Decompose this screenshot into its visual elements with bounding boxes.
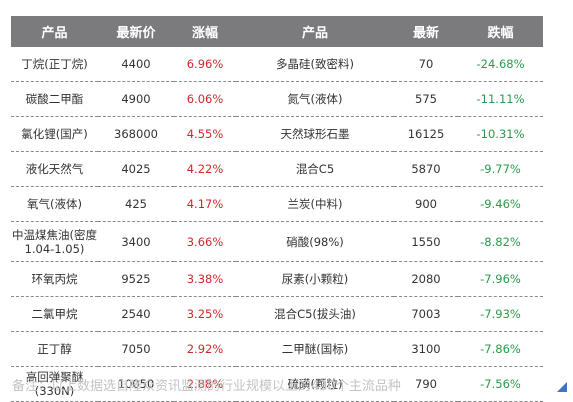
header-latest-price: 最新价	[98, 16, 174, 47]
fall-product-name: 硝酸(98%)	[236, 221, 394, 262]
rise-percent: 4.55%	[174, 116, 236, 152]
header-product-fall: 产品	[236, 16, 394, 47]
table-row: 丁烷(正丁烷) 4400 6.96% 多晶硅(致密料) 70 -24.68%	[11, 47, 543, 82]
rise-product-name: 碳酸二甲酯	[11, 81, 98, 117]
rise-percent: 3.66%	[174, 221, 236, 262]
fall-percent: -7.56%	[458, 366, 543, 402]
table-row: 正丁醇 7050 2.92% 二甲醚(国标) 3100 -7.86%	[11, 331, 543, 367]
fall-percent: -10.31%	[458, 116, 543, 152]
rise-percent: 4.22%	[174, 151, 236, 187]
fall-product-name: 天然球形石墨	[236, 116, 394, 152]
rise-product-price: 368000	[98, 116, 174, 152]
header-product-rise: 产品	[11, 16, 98, 47]
fall-percent: -24.68%	[458, 47, 543, 82]
rise-product-price: 4900	[98, 81, 174, 117]
price-change-table: 产品 最新价 涨幅 产品 最新 跌幅 丁烷(正丁烷) 4400 6.96% 多晶…	[11, 16, 543, 402]
rise-percent: 6.96%	[174, 47, 236, 82]
rise-product-price: 2540	[98, 296, 174, 332]
fall-product-name: 二甲醚(国标)	[236, 331, 394, 367]
corner-fold-icon	[557, 382, 567, 392]
fall-percent: -7.96%	[458, 261, 543, 297]
fall-product-price: 900	[394, 186, 458, 222]
fall-product-name: 混合C5	[236, 151, 394, 187]
rise-product-name: 液化天然气	[11, 151, 98, 187]
rise-product-price: 9525	[98, 261, 174, 297]
rise-product-name: 氯化锂(国产)	[11, 116, 98, 152]
fall-product-price: 3100	[394, 331, 458, 367]
rise-percent: 2.92%	[174, 331, 236, 367]
rise-product-name: 正丁醇	[11, 331, 98, 367]
fall-product-name: 兰炭(中料)	[236, 186, 394, 222]
rise-percent: 2.88%	[174, 366, 236, 402]
fall-product-price: 16125	[394, 116, 458, 152]
fall-product-price: 1550	[394, 221, 458, 262]
fall-product-price: 7003	[394, 296, 458, 332]
table-row: 氯化锂(国产) 368000 4.55% 天然球形石墨 16125 -10.31…	[11, 116, 543, 152]
rise-product-price: 3400	[98, 221, 174, 262]
fall-product-name: 硫磺(颗粒)	[236, 366, 394, 402]
rise-product-price: 4025	[98, 151, 174, 187]
table-header: 产品 最新价 涨幅 产品 最新 跌幅	[11, 16, 543, 47]
table-body: 丁烷(正丁烷) 4400 6.96% 多晶硅(致密料) 70 -24.68% 碳…	[11, 47, 543, 402]
rise-percent: 3.25%	[174, 296, 236, 332]
header-latest: 最新	[394, 16, 458, 47]
fall-product-price: 70	[394, 47, 458, 82]
rise-product-name: 丁烷(正丁烷)	[11, 47, 98, 82]
table-row: 高回弹聚醚(330N) 10050 2.88% 硫磺(颗粒) 790 -7.56…	[11, 366, 543, 402]
rise-percent: 6.06%	[174, 81, 236, 117]
table-row: 中温煤焦油(密度1.04-1.05) 3400 3.66% 硝酸(98%) 15…	[11, 221, 543, 262]
table-row: 环氧丙烷 9525 3.38% 尿素(小颗粒) 2080 -7.96%	[11, 261, 543, 297]
fall-product-name: 多晶硅(致密料)	[236, 47, 394, 82]
header-fall-pct: 跌幅	[458, 16, 543, 47]
fall-percent: -7.86%	[458, 331, 543, 367]
rise-product-name: 二氯甲烷	[11, 296, 98, 332]
footnote: 备注：以上数据选自隆众资讯监测的行业规模以上的430个主流品种	[12, 379, 401, 394]
table-row: 二氯甲烷 2540 3.25% 混合C5(拔头油) 7003 -7.93%	[11, 296, 543, 332]
rise-product-name: 高回弹聚醚(330N)	[11, 366, 98, 402]
fall-percent: -8.82%	[458, 221, 543, 262]
fall-product-price: 790	[394, 366, 458, 402]
fall-percent: -9.46%	[458, 186, 543, 222]
header-row: 产品 最新价 涨幅 产品 最新 跌幅	[11, 16, 543, 47]
fall-product-price: 2080	[394, 261, 458, 297]
rise-product-price: 10050	[98, 366, 174, 402]
fall-product-price: 5870	[394, 151, 458, 187]
fall-product-name: 尿素(小颗粒)	[236, 261, 394, 297]
rise-product-price: 7050	[98, 331, 174, 367]
fall-product-name: 混合C5(拔头油)	[236, 296, 394, 332]
fall-percent: -9.77%	[458, 151, 543, 187]
rise-product-name: 氧气(液体)	[11, 186, 98, 222]
fall-product-price: 575	[394, 81, 458, 117]
rise-product-price: 425	[98, 186, 174, 222]
fall-product-name: 氮气(液体)	[236, 81, 394, 117]
rise-product-name: 中温煤焦油(密度1.04-1.05)	[11, 221, 98, 262]
table-row: 氧气(液体) 425 4.17% 兰炭(中料) 900 -9.46%	[11, 186, 543, 222]
rise-percent: 3.38%	[174, 261, 236, 297]
fall-percent: -7.93%	[458, 296, 543, 332]
header-rise-pct: 涨幅	[174, 16, 236, 47]
rise-percent: 4.17%	[174, 186, 236, 222]
table-row: 碳酸二甲酯 4900 6.06% 氮气(液体) 575 -11.11%	[11, 81, 543, 117]
rise-product-name: 环氧丙烷	[11, 261, 98, 297]
table-row: 液化天然气 4025 4.22% 混合C5 5870 -9.77%	[11, 151, 543, 187]
fall-percent: -11.11%	[458, 81, 543, 117]
rise-product-price: 4400	[98, 47, 174, 82]
